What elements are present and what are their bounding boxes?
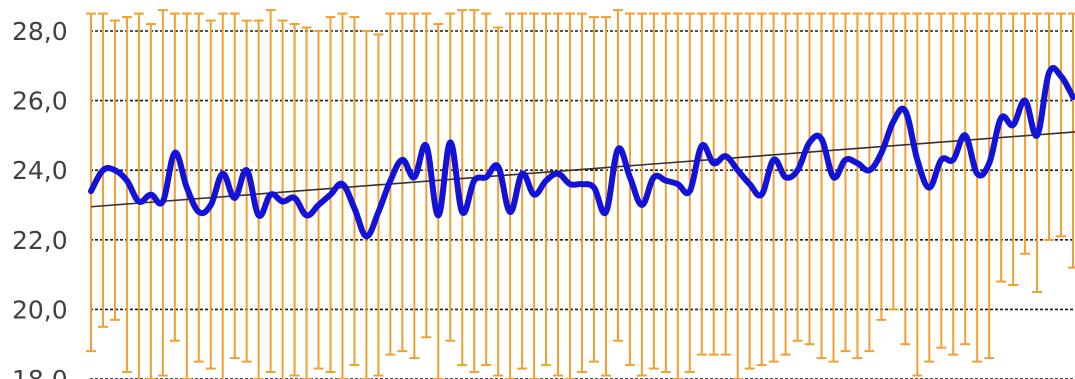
series-line — [88, 65, 1075, 240]
y-tick-label: 22,0 — [12, 226, 68, 255]
error-bars — [86, 9, 1075, 379]
y-tick-label: 28,0 — [12, 17, 68, 46]
y-tick-label: 26,0 — [12, 87, 68, 116]
y-tick-label: 24,0 — [12, 156, 68, 185]
y-tick-label: 20,0 — [12, 295, 68, 324]
series-line-layer — [88, 65, 1075, 240]
y-tick-label: 18,0 — [12, 365, 68, 379]
y-tick-labels: 18,0 20,0 22,0 24,0 26,0 28,0 — [12, 17, 68, 379]
